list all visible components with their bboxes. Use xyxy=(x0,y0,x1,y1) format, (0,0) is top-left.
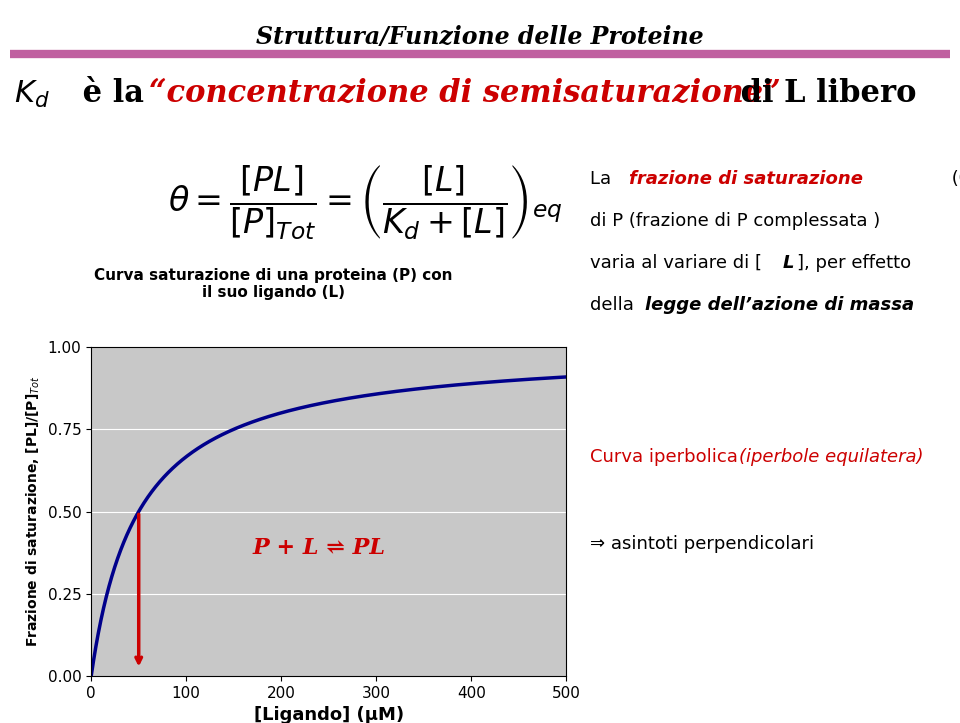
Text: La: La xyxy=(590,170,617,188)
Text: $\theta = \dfrac{[PL]}{[P]_{Tot}} = \left(\dfrac{[L]}{K_d + [L]}\right)_{eq}$: $\theta = \dfrac{[PL]}{[P]_{Tot}} = \lef… xyxy=(168,163,562,241)
Text: P + L ⇌ PL: P + L ⇌ PL xyxy=(252,537,386,560)
Text: è la: è la xyxy=(72,79,155,109)
Text: (θ): (θ) xyxy=(946,170,960,188)
Text: della: della xyxy=(590,296,640,314)
Text: ], per effetto: ], per effetto xyxy=(797,254,911,272)
Text: di P (frazione di P complessata ): di P (frazione di P complessata ) xyxy=(590,212,880,230)
Text: $K_d$: $K_d$ xyxy=(14,78,50,110)
Text: Curva saturazione di una proteina (P) con
il suo ligando (L): Curva saturazione di una proteina (P) co… xyxy=(94,268,453,300)
Text: varia al variare di [: varia al variare di [ xyxy=(590,254,762,272)
Text: ⇒ asintoti perpendicolari: ⇒ asintoti perpendicolari xyxy=(590,535,814,553)
X-axis label: [Ligando] (μM): [Ligando] (μM) xyxy=(253,706,404,723)
Text: di L libero: di L libero xyxy=(730,79,916,109)
Text: “concentrazione di semisaturazione”: “concentrazione di semisaturazione” xyxy=(149,79,780,109)
Text: (iperbole equilatera): (iperbole equilatera) xyxy=(739,448,924,466)
Text: Curva iperbolica: Curva iperbolica xyxy=(590,448,744,466)
Text: L: L xyxy=(782,254,794,272)
Y-axis label: Frazione di saturazione, [PL]/[P]$_{Tot}$: Frazione di saturazione, [PL]/[P]$_{Tot}… xyxy=(25,376,42,647)
Text: Struttura/Funzione delle Proteine: Struttura/Funzione delle Proteine xyxy=(256,25,704,49)
Text: frazione di saturazione: frazione di saturazione xyxy=(629,170,863,188)
Text: legge dell’azione di massa: legge dell’azione di massa xyxy=(645,296,914,314)
